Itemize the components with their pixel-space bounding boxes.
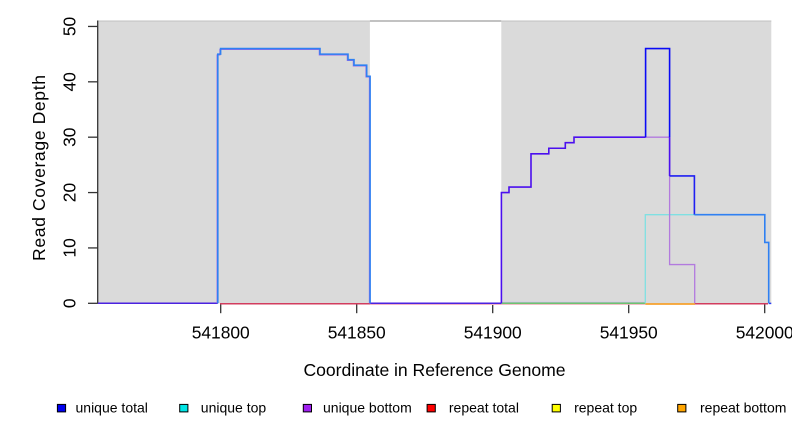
svg-text:10: 10 bbox=[59, 238, 79, 257]
svg-text:unique total: unique total bbox=[76, 400, 148, 416]
svg-text:0: 0 bbox=[59, 298, 79, 308]
svg-text:Coordinate in Reference Genome: Coordinate in Reference Genome bbox=[304, 360, 566, 380]
svg-text:542000: 542000 bbox=[736, 322, 792, 342]
svg-text:541950: 541950 bbox=[600, 322, 658, 342]
svg-text:unique bottom: unique bottom bbox=[323, 400, 412, 416]
svg-text:541900: 541900 bbox=[464, 322, 522, 342]
svg-text:541800: 541800 bbox=[192, 322, 250, 342]
svg-text:repeat bottom: repeat bottom bbox=[700, 400, 786, 416]
svg-text:40: 40 bbox=[59, 72, 79, 91]
svg-text:Read Coverage Depth: Read Coverage Depth bbox=[29, 75, 49, 261]
svg-text:50: 50 bbox=[59, 17, 79, 36]
svg-text:unique top: unique top bbox=[201, 400, 267, 416]
svg-text:541850: 541850 bbox=[328, 322, 386, 342]
svg-text:repeat total: repeat total bbox=[449, 400, 519, 416]
svg-text:30: 30 bbox=[59, 128, 79, 147]
svg-text:repeat top: repeat top bbox=[574, 400, 637, 416]
svg-text:20: 20 bbox=[59, 183, 79, 202]
